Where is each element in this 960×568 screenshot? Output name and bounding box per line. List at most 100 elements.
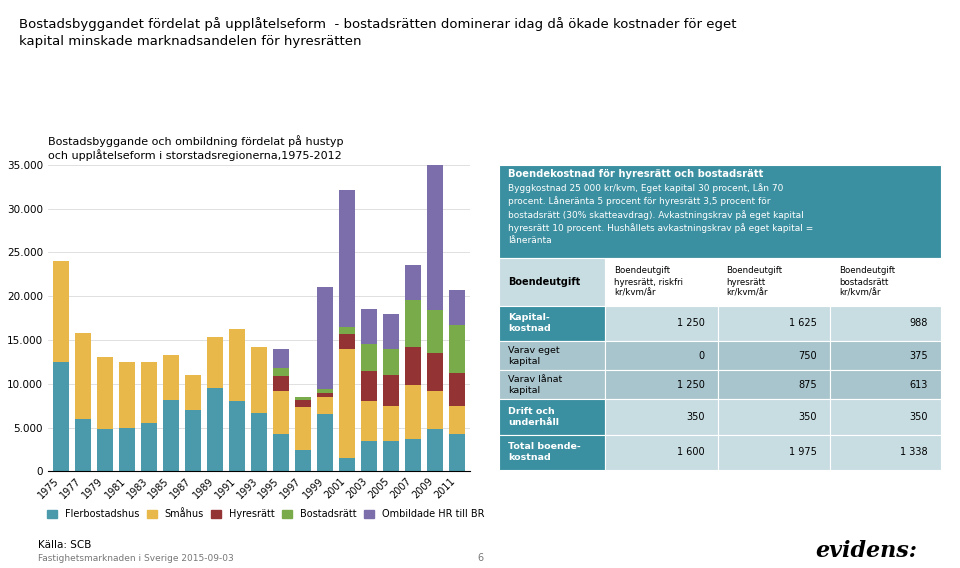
Bar [273, 391, 290, 434]
Bar [449, 325, 466, 373]
Bar [605, 341, 718, 370]
Text: Boendeutgift: Boendeutgift [508, 277, 580, 287]
Bar [339, 458, 355, 471]
Bar [295, 449, 311, 471]
Text: 1 625: 1 625 [789, 319, 817, 328]
Bar [605, 435, 718, 470]
Bar [449, 373, 466, 406]
Bar [97, 429, 113, 471]
Bar [605, 399, 718, 435]
Text: Boendeutgift
hyresrätt
kr/kvm/år: Boendeutgift hyresrätt kr/kvm/år [727, 266, 782, 298]
Bar [339, 349, 355, 458]
Text: 0: 0 [699, 350, 705, 361]
Bar [317, 286, 333, 389]
Text: Boendekostnad för hyresrätt och bostadsrätt: Boendekostnad för hyresrätt och bostadsr… [508, 169, 763, 179]
Bar [383, 349, 399, 375]
Text: 1 600: 1 600 [677, 447, 705, 457]
Bar [383, 441, 399, 471]
Bar [53, 261, 69, 362]
Text: Bostadsbyggandet fördelat på upplåtelseform  - bostadsrätten dominerar idag då ö: Bostadsbyggandet fördelat på upplåtelsef… [19, 17, 736, 48]
Bar [499, 306, 605, 341]
Bar [427, 429, 444, 471]
Text: 1 338: 1 338 [900, 447, 927, 457]
Bar [339, 334, 355, 349]
Bar [499, 258, 605, 306]
Bar [718, 341, 830, 370]
Bar [718, 306, 830, 341]
Bar [383, 406, 399, 441]
Text: 1 250: 1 250 [677, 380, 705, 390]
Bar [251, 347, 268, 413]
Bar [499, 399, 605, 435]
Bar [405, 347, 421, 385]
Text: 350: 350 [686, 412, 705, 422]
Bar [141, 423, 157, 471]
Bar [53, 362, 69, 471]
Bar [339, 327, 355, 334]
Bar [273, 368, 290, 376]
Text: 988: 988 [909, 319, 927, 328]
Bar [830, 258, 941, 306]
Bar [605, 258, 718, 306]
Bar [317, 392, 333, 397]
Bar [830, 370, 941, 399]
Bar [228, 402, 246, 471]
Text: Boendeutgift
hyresrätt, riskfri
kr/kvm/år: Boendeutgift hyresrätt, riskfri kr/kvm/å… [614, 266, 683, 298]
Bar [207, 337, 224, 388]
Bar [75, 333, 91, 419]
Text: Varav lånat
kapital: Varav lånat kapital [508, 375, 563, 395]
Bar [605, 370, 718, 399]
Text: Boendeutgift
bostadsrätt
kr/kvm/år: Boendeutgift bostadsrätt kr/kvm/år [839, 266, 896, 298]
Bar [499, 165, 941, 258]
Text: 750: 750 [799, 350, 817, 361]
Bar [427, 165, 444, 310]
Bar [383, 375, 399, 406]
Text: Fastighetsmarknaden i Sverige 2015-09-03: Fastighetsmarknaden i Sverige 2015-09-03 [38, 554, 234, 563]
Bar [830, 341, 941, 370]
Text: 875: 875 [799, 380, 817, 390]
Bar [361, 344, 377, 371]
Bar [830, 306, 941, 341]
Bar [361, 310, 377, 344]
Bar [405, 265, 421, 300]
Bar [163, 355, 180, 399]
Bar [718, 370, 830, 399]
Y-axis label: Antal: Antal [0, 303, 4, 333]
Bar [141, 362, 157, 423]
Text: Källa: SCB: Källa: SCB [38, 540, 92, 550]
Bar [75, 419, 91, 471]
Bar [273, 434, 290, 471]
Bar [499, 341, 605, 370]
Bar [383, 314, 399, 349]
Text: 613: 613 [909, 380, 927, 390]
Text: 1 250: 1 250 [677, 319, 705, 328]
Text: Kapital-
kostnad: Kapital- kostnad [508, 314, 551, 333]
Bar [317, 397, 333, 415]
Bar [361, 402, 377, 441]
Bar [251, 413, 268, 471]
Text: Bostadsbyggande och ombildning fördelat på hustyp
och upplåtelseform i storstads: Bostadsbyggande och ombildning fördelat … [48, 135, 344, 161]
Bar [405, 385, 421, 439]
Bar [97, 357, 113, 429]
Bar [605, 306, 718, 341]
Text: Drift och
underhåll: Drift och underhåll [508, 407, 559, 427]
Bar [119, 428, 135, 471]
Legend: Flerbostadshus, Småhus, Hyresrätt, Bostadsrätt, Ombildade HR till BR: Flerbostadshus, Småhus, Hyresrätt, Bosta… [43, 506, 488, 523]
Bar [339, 190, 355, 327]
Bar [718, 399, 830, 435]
Bar [718, 435, 830, 470]
Bar [273, 349, 290, 368]
Text: 350: 350 [909, 412, 927, 422]
Bar [317, 389, 333, 392]
Bar [449, 434, 466, 471]
Bar [119, 362, 135, 428]
Bar [427, 391, 444, 429]
Text: Varav eget
kapital: Varav eget kapital [508, 345, 560, 366]
Bar [427, 310, 444, 353]
Bar [361, 371, 377, 402]
Bar [207, 388, 224, 471]
Bar [185, 375, 202, 410]
Bar [295, 407, 311, 449]
Bar [295, 400, 311, 407]
Bar [185, 410, 202, 471]
